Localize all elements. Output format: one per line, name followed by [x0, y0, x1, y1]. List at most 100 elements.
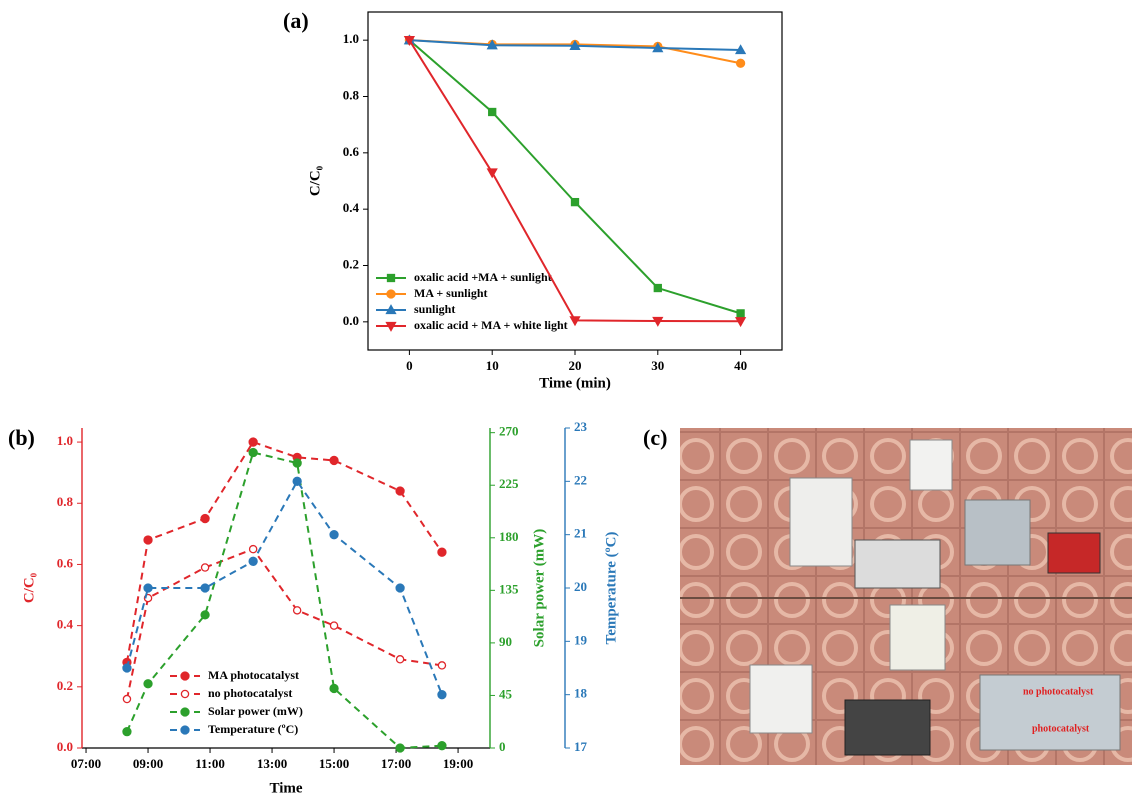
reactor: [979, 674, 1121, 751]
legend-label: oxalic acid +MA + sunlight: [414, 270, 552, 284]
data-point: [329, 683, 339, 694]
data-point: [329, 530, 339, 540]
data-point: [248, 556, 258, 566]
y-tick-label: 0.8: [57, 494, 74, 509]
legend-label: no photocatalyst: [208, 686, 292, 700]
y2-tick-label: 45: [499, 686, 513, 701]
data-point: [200, 610, 210, 620]
y3-tick-label: 22: [574, 472, 587, 487]
y-tick-label: 0.8: [343, 87, 360, 102]
legend-marker: [385, 321, 397, 332]
data-point: [437, 547, 447, 557]
legend-label: sunlight: [414, 302, 455, 316]
x-tick-label: 40: [734, 358, 747, 373]
y2-tick-label: 90: [499, 634, 512, 649]
y3-tick-label: 17: [574, 739, 588, 754]
x-tick-label: 10: [486, 358, 499, 373]
x-tick-label: 07:00: [71, 756, 101, 771]
x-tick-label: 30: [651, 358, 664, 373]
legend-marker: [180, 707, 190, 717]
data-point: [329, 455, 339, 466]
legend-label: MA photocatalyst: [208, 668, 299, 682]
panel-label: (c): [643, 425, 667, 450]
series-line: [125, 440, 443, 663]
legend-marker: [385, 304, 397, 315]
legend-label: oxalic acid + MA + white light: [414, 318, 568, 332]
meter: [1047, 532, 1101, 574]
y-tick-label: 0.0: [57, 739, 73, 754]
data-point: [395, 655, 405, 664]
data-point: [735, 58, 746, 68]
data-point: [570, 197, 580, 207]
y2-tick-label: 270: [499, 424, 519, 439]
data-point: [486, 39, 498, 50]
photo-annotation: photocatalyst: [1032, 723, 1090, 734]
data-point: [437, 741, 447, 751]
data-point: [488, 107, 497, 117]
data-point: [734, 44, 747, 55]
photo-annotation: no photocatalyst: [1023, 686, 1094, 697]
data-point: [395, 743, 405, 753]
x-axis-label: Time (min): [539, 375, 611, 391]
pump: [889, 604, 946, 671]
data-point: [122, 663, 132, 673]
data-point: [248, 437, 258, 447]
y2-tick-label: 225: [499, 476, 519, 491]
data-point: [437, 690, 447, 700]
data-point: [143, 679, 153, 689]
x-axis-label: Time: [269, 780, 302, 796]
x-tick-label: 11:00: [195, 756, 225, 771]
data-point: [734, 317, 747, 328]
data-point: [569, 39, 581, 50]
panel-label: (b): [8, 425, 35, 450]
data-point: [437, 661, 447, 670]
x-tick-label: 17:00: [381, 756, 411, 771]
y-axis-label: C/C₀: [21, 572, 37, 603]
y3-tick-label: 21: [574, 526, 587, 541]
data-point: [569, 316, 581, 327]
data-point: [395, 583, 405, 593]
y-tick-label: 0.4: [57, 617, 74, 632]
data-point: [248, 544, 258, 554]
data-point: [395, 486, 405, 496]
data-point: [292, 458, 302, 468]
data-point: [200, 583, 210, 593]
y-axis-label: C/C₀: [307, 165, 323, 196]
data-point: [486, 168, 498, 179]
data-point: [403, 36, 416, 46]
y-tick-label: 0.6: [57, 555, 74, 570]
data-point: [248, 447, 258, 458]
y3-tick-label: 18: [574, 686, 588, 701]
y-tick-label: 0.0: [343, 313, 359, 328]
x-tick-label: 15:00: [319, 756, 349, 771]
data-point: [122, 726, 132, 737]
x-tick-label: 19:00: [443, 756, 473, 771]
panel-label: (a): [283, 8, 309, 33]
y-tick-label: 1.0: [343, 31, 359, 46]
y-tick-label: 0.6: [343, 144, 360, 159]
legend-marker: [180, 725, 190, 735]
y3-tick-label: 23: [574, 419, 588, 434]
y-tick-label: 0.4: [343, 200, 360, 215]
data-point: [736, 309, 745, 318]
y2-tick-label: 135: [499, 581, 519, 596]
x-tick-label: 13:00: [257, 756, 287, 771]
x-tick-label: 20: [569, 358, 582, 373]
x-tick-label: 0: [406, 358, 413, 373]
pump: [909, 439, 953, 491]
y3-tick-label: 19: [574, 632, 588, 647]
y2-tick-label: 0: [499, 739, 506, 754]
data-point: [652, 316, 664, 327]
data-point: [292, 606, 302, 615]
photo: no photocatalyst photocatalyst: [680, 428, 1132, 765]
series-line: [125, 479, 443, 696]
controller: [854, 539, 941, 589]
y-tick-label: 0.2: [343, 256, 359, 271]
data-point: [143, 583, 153, 593]
data-point: [329, 621, 339, 630]
legend-marker: [180, 689, 190, 699]
data-point: [292, 476, 302, 486]
y2-axis-label: Solar power (mW): [531, 529, 547, 648]
x-tick-label: 09:00: [133, 756, 163, 771]
legend-marker: [386, 273, 396, 283]
